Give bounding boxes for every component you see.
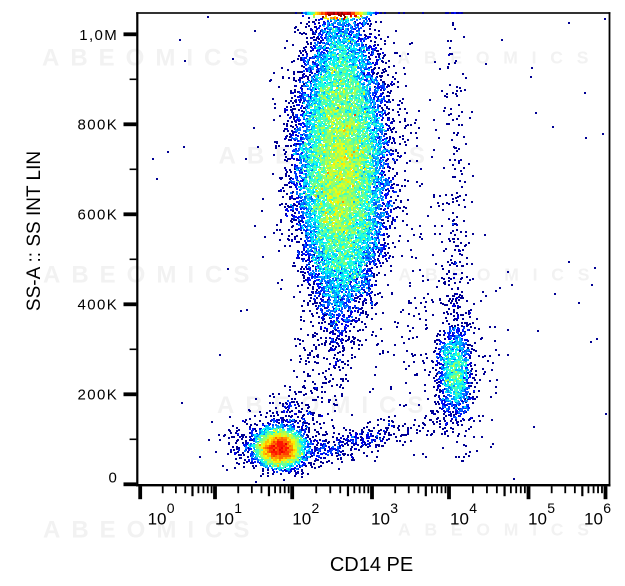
svg-text:400K: 400K [78, 297, 119, 314]
svg-text:6: 6 [603, 500, 611, 516]
svg-text:4: 4 [469, 500, 477, 516]
svg-text:600K: 600K [78, 207, 119, 224]
svg-text:ABEOMICS: ABEOMICS [217, 392, 434, 419]
svg-text:ABEOMICS: ABEOMICS [398, 47, 603, 67]
svg-text:SS-A :: SS INT LIN: SS-A :: SS INT LIN [24, 151, 45, 311]
svg-text:800K: 800K [78, 117, 119, 134]
svg-text:10: 10 [148, 510, 167, 529]
svg-text:10: 10 [450, 510, 469, 529]
svg-text:0: 0 [108, 469, 118, 486]
svg-text:1: 1 [234, 500, 242, 516]
svg-text:10: 10 [215, 510, 234, 529]
svg-text:10: 10 [292, 510, 311, 529]
svg-text:CD14 PE: CD14 PE [330, 554, 413, 576]
svg-text:ABEOMICS: ABEOMICS [43, 517, 260, 544]
svg-text:ABEOMICS: ABEOMICS [399, 264, 604, 284]
svg-text:3: 3 [390, 500, 398, 516]
svg-text:2: 2 [312, 500, 320, 516]
svg-text:5: 5 [547, 500, 555, 516]
svg-text:10: 10 [371, 510, 390, 529]
svg-text:ABEOMICS: ABEOMICS [42, 45, 259, 72]
svg-text:ABEOMICS: ABEOMICS [398, 519, 603, 539]
svg-text:200K: 200K [78, 387, 119, 404]
svg-text:ABEOMICS: ABEOMICS [43, 262, 260, 289]
svg-text:10: 10 [584, 510, 603, 529]
svg-text:10: 10 [528, 510, 547, 529]
svg-text:0: 0 [167, 500, 175, 516]
svg-text:1,0M: 1,0M [79, 27, 118, 44]
